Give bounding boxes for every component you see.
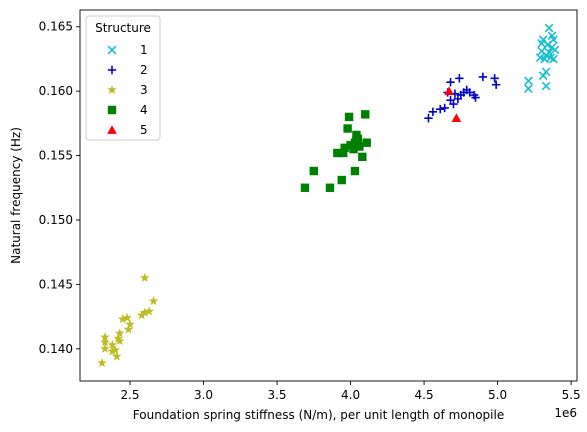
data-point-series-4 bbox=[340, 143, 349, 153]
data-point-series-4 bbox=[344, 112, 354, 122]
y-tick-label: 0.140 bbox=[39, 342, 73, 356]
x-tick-label: 4.5 bbox=[415, 388, 434, 402]
legend: Structure 1 2 3 4 5 bbox=[85, 15, 161, 141]
data-point-series-4 bbox=[361, 110, 370, 119]
data-point-series-2 bbox=[449, 99, 458, 109]
data-point-series-1 bbox=[541, 50, 551, 60]
data-point-series-2 bbox=[490, 74, 499, 83]
data-point-series-3 bbox=[100, 332, 110, 342]
y-axis-label: Natural frequency (Hz) bbox=[9, 127, 23, 264]
data-point-series-1 bbox=[550, 45, 560, 55]
y-axis-ticks: 0.140 0.145 0.150 0.155 0.160 0.165 bbox=[39, 20, 80, 356]
legend-title: Structure bbox=[95, 21, 151, 35]
data-point-series-3 bbox=[137, 310, 147, 320]
data-point-series-4 bbox=[343, 124, 352, 133]
data-point-series-2 bbox=[440, 103, 449, 113]
x-tick-label: 5.0 bbox=[488, 388, 507, 402]
legend-label-series-4: 4 bbox=[140, 103, 148, 117]
plot-marks bbox=[97, 23, 560, 368]
data-point-series-1 bbox=[541, 67, 551, 77]
data-point-series-4 bbox=[349, 144, 358, 154]
legend-label-series-2: 2 bbox=[140, 63, 148, 77]
data-point-series-3 bbox=[107, 346, 118, 356]
data-point-series-2 bbox=[462, 85, 471, 95]
legend-marker-series-4 bbox=[107, 105, 117, 115]
data-point-series-3 bbox=[123, 324, 134, 334]
x-tick-label: 5.5 bbox=[562, 388, 581, 402]
data-point-series-3 bbox=[97, 357, 107, 368]
data-point-series-1 bbox=[524, 76, 533, 86]
legend-label-series-3: 3 bbox=[140, 83, 148, 97]
data-point-series-2 bbox=[469, 90, 479, 100]
y-tick-label: 0.160 bbox=[39, 84, 73, 98]
data-point-series-2 bbox=[424, 114, 433, 123]
data-point-series-1 bbox=[549, 35, 558, 44]
data-point-series-3 bbox=[148, 296, 159, 306]
data-point-series-2 bbox=[428, 107, 438, 116]
data-point-series-3 bbox=[114, 328, 125, 338]
legend-label-series-5: 5 bbox=[140, 123, 148, 137]
legend-box bbox=[85, 15, 161, 141]
data-point-series-4 bbox=[355, 142, 364, 151]
y-tick-label: 0.165 bbox=[39, 20, 73, 34]
data-point-series-4 bbox=[333, 148, 342, 158]
legend-marker-series-2 bbox=[107, 65, 117, 75]
x-axis-ticks: 2.5 3.0 3.5 4.0 4.5 5.0 5.5 bbox=[120, 381, 581, 402]
data-point-series-1 bbox=[524, 84, 533, 93]
data-point-series-5 bbox=[451, 113, 462, 123]
data-point-series-3 bbox=[113, 333, 123, 343]
plot-frame bbox=[79, 9, 578, 382]
legend-marker-series-1 bbox=[107, 45, 117, 55]
data-point-series-5 bbox=[444, 86, 454, 95]
x-tick-label: 4.0 bbox=[341, 388, 360, 402]
legend-marker-series-5 bbox=[107, 125, 117, 134]
data-point-series-4 bbox=[339, 148, 348, 158]
data-point-series-3 bbox=[139, 307, 150, 317]
y-tick-label: 0.150 bbox=[39, 213, 73, 227]
data-point-series-4 bbox=[337, 175, 346, 185]
x-tick-label: 3.0 bbox=[194, 388, 213, 402]
data-point-series-2 bbox=[491, 80, 501, 89]
data-point-series-1 bbox=[549, 54, 558, 64]
data-point-series-2 bbox=[446, 77, 455, 87]
y-tick-label: 0.155 bbox=[39, 149, 73, 163]
x-tick-label: 3.5 bbox=[267, 388, 286, 402]
legend-items: 1 2 3 4 5 bbox=[107, 43, 148, 137]
data-point-series-3 bbox=[144, 306, 154, 316]
data-point-series-2 bbox=[478, 72, 488, 82]
data-point-series-4 bbox=[325, 183, 335, 192]
data-point-series-2 bbox=[436, 104, 445, 114]
legend-marker-series-3 bbox=[107, 85, 117, 95]
data-point-series-3 bbox=[122, 312, 132, 322]
data-point-series-3 bbox=[117, 314, 128, 324]
data-point-series-3 bbox=[110, 345, 121, 355]
data-point-series-4 bbox=[300, 183, 310, 192]
data-point-series-4 bbox=[358, 152, 367, 162]
x-axis-offset-label: 1e6 bbox=[554, 406, 577, 420]
data-point-series-4 bbox=[352, 137, 361, 146]
data-point-series-3 bbox=[107, 339, 118, 349]
legend-label-series-1: 1 bbox=[140, 43, 148, 57]
data-point-series-2 bbox=[455, 74, 464, 83]
x-axis-label: Foundation spring stiffness (N/m), per u… bbox=[133, 408, 504, 422]
data-point-series-3 bbox=[112, 351, 122, 361]
data-point-series-3 bbox=[125, 319, 135, 329]
data-point-series-1 bbox=[544, 23, 554, 33]
x-tick-label: 2.5 bbox=[120, 388, 139, 402]
data-point-series-3 bbox=[100, 343, 110, 353]
data-point-series-3 bbox=[100, 337, 110, 347]
data-point-series-3 bbox=[114, 336, 125, 346]
y-tick-label: 0.145 bbox=[39, 277, 73, 291]
data-point-series-1 bbox=[541, 81, 551, 91]
data-point-series-4 bbox=[350, 166, 360, 176]
data-point-series-4 bbox=[309, 166, 318, 176]
data-point-series-4 bbox=[362, 138, 371, 147]
data-point-series-3 bbox=[139, 272, 150, 282]
